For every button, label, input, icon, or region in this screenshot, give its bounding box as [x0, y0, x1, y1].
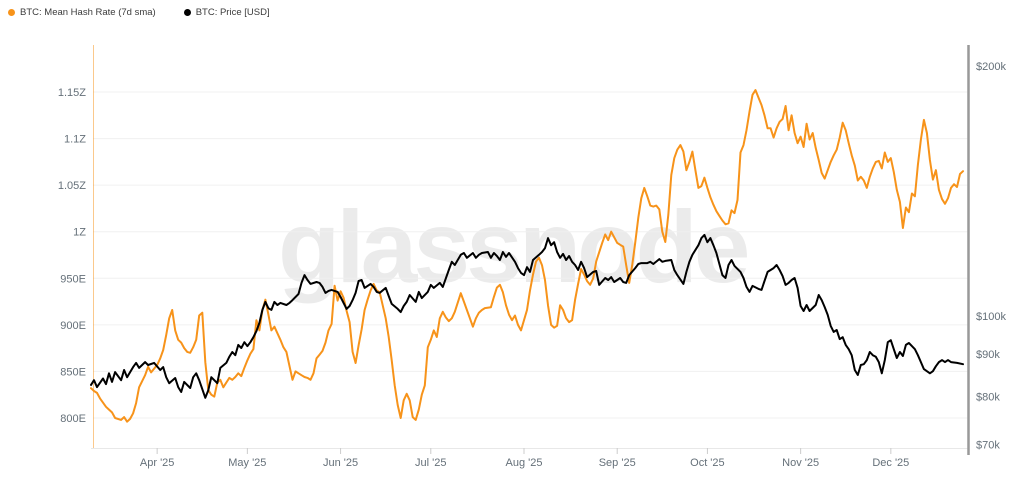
right-axis-tick-label: $70k	[976, 440, 1000, 452]
price-legend-label: BTC: Price [USD]	[195, 7, 270, 18]
x-axis-tick-label: Apr '25	[140, 457, 175, 469]
hashrate-series-line[interactable]	[90, 89, 964, 423]
price-legend-marker-icon	[183, 9, 191, 16]
right-axis-tick-label: $200k	[976, 61, 1006, 73]
left-axis-tick-label: 900E	[60, 320, 86, 332]
right-axis-tick-label: $90k	[976, 349, 1000, 361]
x-axis-tick-label: Aug '25	[506, 457, 543, 469]
left-axis-tick-label: 850E	[60, 366, 86, 378]
left-axis-tick-label: 800E	[60, 413, 86, 425]
price-series-line[interactable]	[90, 233, 964, 399]
hashrate-legend-label: BTC: Mean Hash Rate (7d sma)	[20, 7, 156, 18]
legend-item-price[interactable]: BTC: Price [USD]	[183, 7, 270, 18]
left-axis-tick-label: 1Z	[73, 227, 86, 239]
left-axis-tick-label: 1.1Z	[64, 134, 86, 146]
x-axis-tick-label: Jul '25	[415, 457, 446, 469]
x-axis-tick-label: Oct '25	[690, 457, 725, 469]
right-axis-tick-label: $100k	[976, 311, 1006, 323]
x-axis-tick-label: May '25	[228, 457, 266, 469]
x-axis-tick-label: Sep '25	[599, 457, 636, 469]
x-axis-tick-label: Dec '25	[872, 457, 909, 469]
legend-item-hashrate[interactable]: BTC: Mean Hash Rate (7d sma)	[8, 7, 156, 18]
hashrate-legend-marker-icon	[8, 9, 15, 16]
left-axis-tick-label: 1.05Z	[58, 180, 86, 192]
right-axis-tick-label: $80k	[976, 391, 1000, 403]
left-axis-tick-label: 1.15Z	[58, 87, 86, 99]
x-axis-tick-label: Jun '25	[323, 457, 358, 469]
glassnode-watermark: glassnode	[278, 190, 750, 304]
x-axis-tick-label: Nov '25	[782, 457, 819, 469]
legend: BTC: Mean Hash Rate (7d sma) BTC: Price …	[8, 7, 270, 18]
left-axis-tick-label: 950E	[60, 273, 86, 285]
